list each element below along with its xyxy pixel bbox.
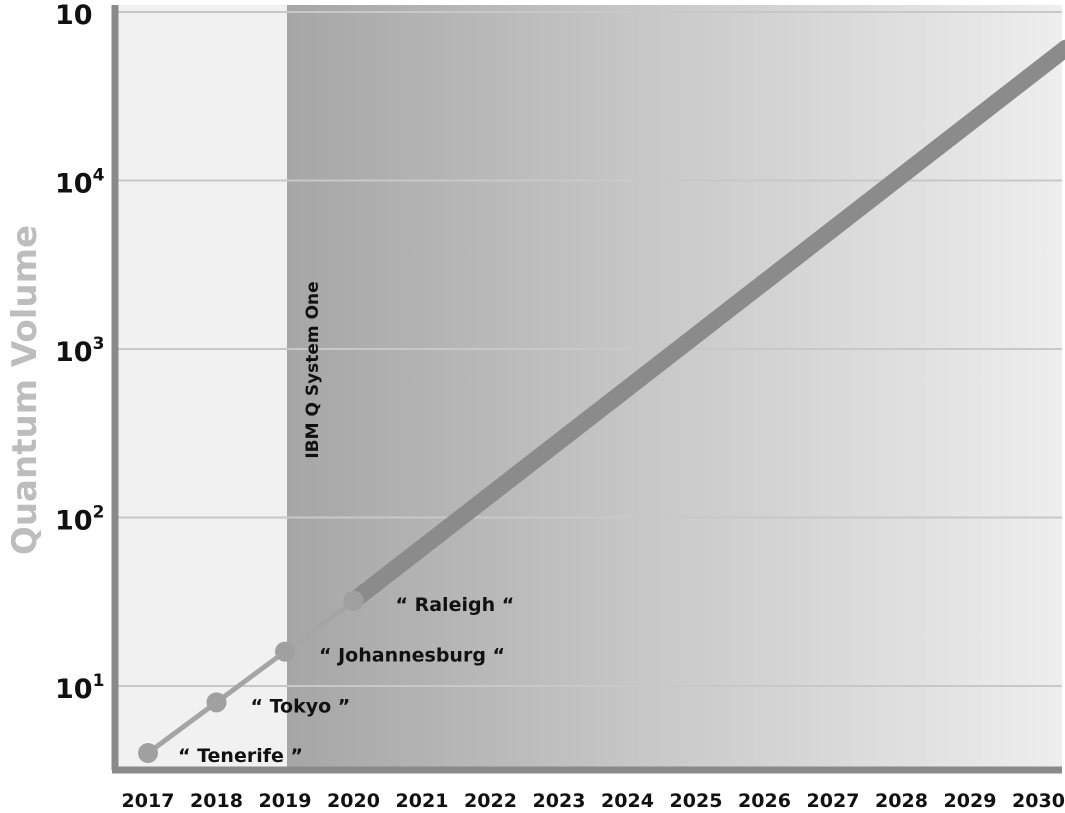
y-tick-label: 104	[55, 166, 105, 200]
x-tick-label-2018: 2018	[190, 790, 243, 809]
x-tick-label-2021: 2021	[396, 790, 449, 809]
y-tick-label: 10	[55, 0, 93, 31]
x-tick-label-2024: 2024	[601, 790, 654, 809]
y-tick-label: 102	[55, 503, 104, 537]
x-tick-label-2029: 2029	[944, 790, 997, 809]
y-axis-title: Quantum Volume	[5, 225, 45, 555]
y-tick-label: 103	[55, 334, 104, 368]
milestone-marker-3	[344, 591, 364, 611]
x-tick-label-2027: 2027	[807, 790, 860, 809]
milestone-marker-0	[138, 743, 158, 763]
x-tick-label-2028: 2028	[875, 790, 928, 809]
x-tick-label-2026: 2026	[738, 790, 791, 809]
milestone-label-1: “ Tokyo ”	[251, 695, 351, 717]
x-tick-label-2030: 2030	[1012, 790, 1065, 809]
y-tick-label: 101	[55, 671, 104, 705]
milestone-label-3: “ Raleigh “	[396, 594, 515, 616]
x-tick-label-2022: 2022	[464, 790, 517, 809]
x-tick-label-2019: 2019	[259, 790, 312, 809]
x-tick-label-2017: 2017	[122, 790, 175, 809]
x-tick-label-2025: 2025	[670, 790, 723, 809]
milestone-label-2: “ Johannesburg “	[319, 645, 505, 667]
milestone-marker-1	[207, 692, 227, 712]
x-tick-label-2020: 2020	[327, 790, 380, 809]
region-label: IBM Q System One	[303, 281, 323, 458]
milestone-marker-2	[275, 642, 295, 662]
milestone-label-0: “ Tenerife ”	[178, 745, 303, 767]
x-tick-label-2023: 2023	[533, 790, 586, 809]
